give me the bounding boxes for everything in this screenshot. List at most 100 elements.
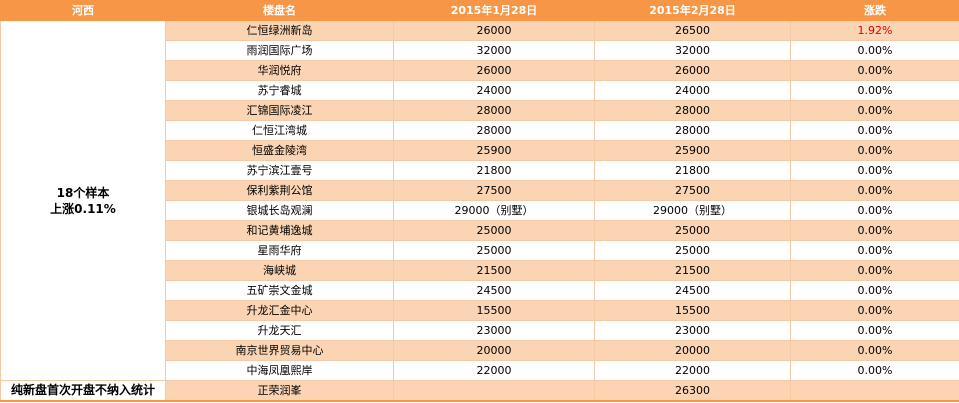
jan-price: 24000 (393, 80, 595, 101)
change: 1.92% (790, 20, 959, 41)
feb-price: 23000 (594, 320, 791, 341)
jan-price (393, 380, 595, 402)
feb-price: 21800 (594, 160, 791, 181)
jan-price: 21800 (393, 160, 595, 181)
jan-price: 26000 (393, 60, 595, 81)
table-row: 18个样本 上涨0.11% 仁恒绿洲新岛 26000 26500 1.92% (0, 20, 959, 381)
project-name: 华润悦府 (165, 60, 394, 81)
jan-price: 15500 (393, 300, 595, 321)
feb-price: 22000 (594, 360, 791, 381)
table-row: 华润悦府 26000 26000 0.00% (1, 60, 959, 81)
project-name: 苏宁滨江壹号 (165, 160, 394, 181)
project-name: 升龙天汇 (165, 320, 394, 341)
feb-price: 24000 (594, 80, 791, 101)
change: 0.00% (790, 80, 959, 101)
jan-price: 32000 (393, 40, 595, 61)
change: 0.00% (790, 340, 959, 361)
change: 0.00% (790, 280, 959, 301)
jan-price: 25000 (393, 220, 595, 241)
table-row: 五矿崇文金城 24500 24500 0.00% (1, 280, 959, 301)
change: 0.00% (790, 120, 959, 141)
project-name: 仁恒江湾城 (165, 120, 394, 141)
jan-price: 28000 (393, 120, 595, 141)
header-cell: 涨跌 (790, 0, 959, 21)
change: 0.00% (790, 100, 959, 121)
table-row: 中海凤凰熙岸 22000 22000 0.00% (1, 360, 959, 381)
header-cell: 2015年2月28日 (594, 0, 791, 21)
change: 0.00% (790, 60, 959, 81)
feb-price: 25000 (594, 220, 791, 241)
change: 0.00% (790, 40, 959, 61)
feb-price: 26500 (594, 20, 791, 41)
feb-price: 24500 (594, 280, 791, 301)
change: 0.00% (790, 240, 959, 261)
project-name: 汇锦国际凌江 (165, 100, 394, 121)
header-cell: 河西 (0, 0, 166, 21)
feb-price: 21500 (594, 260, 791, 281)
jan-price: 29000（别墅） (393, 200, 595, 221)
footer-row: 纯新盘首次开盘不纳入统计 正荣润峯 26300 (0, 380, 959, 402)
table-row: 仁恒江湾城 28000 28000 0.00% (1, 120, 959, 141)
project-name: 苏宁睿城 (165, 80, 394, 101)
project-name: 正荣润峯 (165, 380, 394, 402)
jan-price: 24500 (393, 280, 595, 301)
change: 0.00% (790, 180, 959, 201)
project-name: 银城长岛观澜 (165, 200, 394, 221)
change: 0.00% (790, 140, 959, 161)
project-name: 中海凤凰熙岸 (165, 360, 394, 381)
header-row: 河西 楼盘名 2015年1月28日 2015年2月28日 涨跌 (0, 0, 959, 21)
project-name: 保利紫荆公馆 (165, 180, 394, 201)
table-row: 保利紫荆公馆 27500 27500 0.00% (1, 180, 959, 201)
project-name: 升龙汇金中心 (165, 300, 394, 321)
jan-price: 22000 (393, 360, 595, 381)
project-name: 雨润国际广场 (165, 40, 394, 61)
feb-price: 25900 (594, 140, 791, 161)
project-name: 海峡城 (165, 260, 394, 281)
project-name: 星雨华府 (165, 240, 394, 261)
project-name: 恒盛金陵湾 (165, 140, 394, 161)
feb-price: 28000 (594, 100, 791, 121)
summary-line: 18个样本 (56, 185, 110, 200)
change: 0.00% (790, 300, 959, 321)
project-name: 和记黄埔逸城 (165, 220, 394, 241)
table-row: 升龙汇金中心 15500 15500 0.00% (1, 300, 959, 321)
feb-price: 25000 (594, 240, 791, 261)
feb-price: 29000（别墅） (594, 200, 791, 221)
feb-price: 20000 (594, 340, 791, 361)
change: 0.00% (790, 320, 959, 341)
change: 0.00% (790, 160, 959, 181)
jan-price: 25000 (393, 240, 595, 261)
jan-price: 20000 (393, 340, 595, 361)
change: 0.00% (790, 220, 959, 241)
table-row: 星雨华府 25000 25000 0.00% (1, 240, 959, 261)
summary-line: 上涨0.11% (50, 201, 116, 216)
jan-price: 27500 (393, 180, 595, 201)
table-body: 18个样本 上涨0.11% 仁恒绿洲新岛 26000 26500 1.92% 雨润国际广场 3… (0, 20, 959, 402)
change (790, 380, 959, 402)
footer-label: 纯新盘首次开盘不纳入统计 (0, 380, 166, 402)
table-row: 和记黄埔逸城 25000 25000 0.00% (1, 220, 959, 241)
project-name: 仁恒绿洲新岛 (165, 20, 394, 41)
feb-price: 15500 (594, 300, 791, 321)
change: 0.00% (790, 260, 959, 281)
feb-price: 26000 (594, 60, 791, 81)
feb-price: 32000 (594, 40, 791, 61)
jan-price: 26000 (393, 20, 595, 41)
jan-price: 23000 (393, 320, 595, 341)
header-cell: 楼盘名 (165, 0, 394, 21)
table-row: 银城长岛观澜 29000（别墅） 29000（别墅） 0.00% (1, 200, 959, 221)
change: 0.00% (790, 360, 959, 381)
table-row: 恒盛金陵湾 25900 25900 0.00% (1, 140, 959, 161)
jan-price: 28000 (393, 100, 595, 121)
change: 0.00% (790, 200, 959, 221)
project-name: 五矿崇文金城 (165, 280, 394, 301)
summary-cell: 18个样本 上涨0.11% (0, 20, 166, 381)
feb-price: 26300 (594, 380, 791, 402)
header-cell: 2015年1月28日 (393, 0, 595, 21)
jan-price: 21500 (393, 260, 595, 281)
project-name: 南京世界贸易中心 (165, 340, 394, 361)
jan-price: 25900 (393, 140, 595, 161)
feb-price: 28000 (594, 120, 791, 141)
